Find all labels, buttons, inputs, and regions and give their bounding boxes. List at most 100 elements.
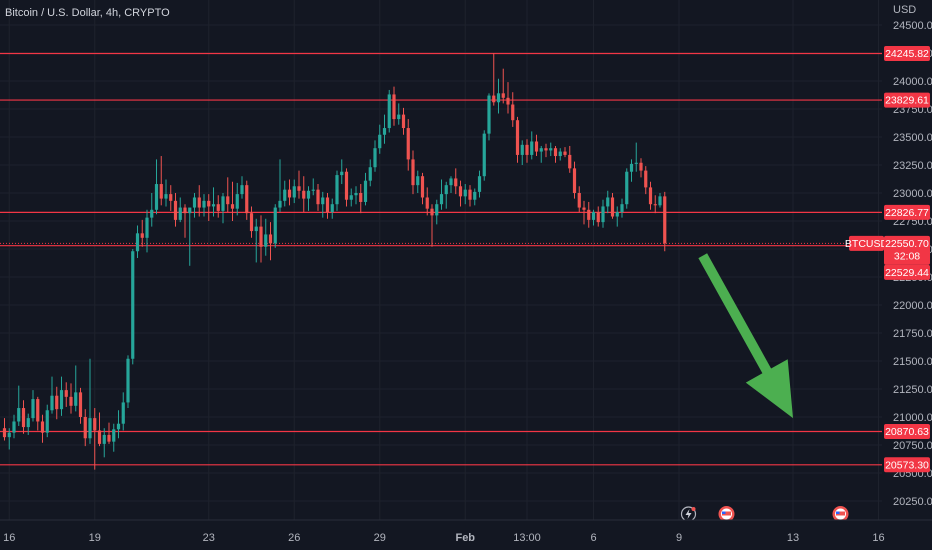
lightning-event-icon[interactable] [680,506,697,522]
candle-body [653,204,657,206]
candle [145,209,149,253]
candle-body [164,194,168,199]
candle-body [216,204,220,211]
candle-body [354,193,358,196]
candle-body [325,197,330,213]
candle [226,177,230,213]
candle-body [458,186,463,197]
candle-body [530,141,534,155]
arrow-shape[interactable] [698,253,793,419]
candle [568,145,572,173]
candle [335,170,339,211]
candle-body [496,93,501,103]
candle [601,199,605,228]
candle-body [202,200,206,208]
candle-body [21,408,26,428]
svg-text:22826.77: 22826.77 [885,207,929,219]
candle [340,159,344,185]
candle [373,140,377,172]
candle-body [416,176,420,186]
candle-body [620,204,624,213]
svg-text:20573.30: 20573.30 [885,459,929,471]
candle [468,185,472,207]
candle [520,140,524,165]
candle [634,142,638,172]
candle [264,218,268,256]
candle-body [259,226,263,247]
candle-body [606,197,610,207]
candle [169,185,173,211]
candle [116,410,121,439]
candle-body [207,200,211,207]
candle [653,195,657,214]
candle-body [235,194,239,209]
candle-body [12,421,16,433]
candle [458,180,463,207]
candle-body [468,189,472,200]
time-axis[interactable] [0,520,932,550]
candle [387,89,391,133]
candle [83,409,87,447]
svg-text:22529.44: 22529.44 [885,267,929,279]
candle-body [411,159,415,186]
candle-body [159,184,163,199]
candle-body [663,196,667,244]
candle [254,218,258,263]
candle [126,355,130,409]
candle-body [487,95,491,134]
svg-text:22550.70: 22550.70 [885,238,929,250]
level-price-tag: 20573.30 [884,457,930,473]
candle-body [169,194,173,201]
candle-body [359,193,363,202]
candle-body [425,197,429,209]
candle [188,207,192,266]
down-arrow-annotation[interactable] [698,253,793,419]
candle [230,181,235,221]
candle-body [292,186,296,198]
level-price-tag: 22826.77 [884,204,930,220]
candle-body [112,429,116,442]
level-price-tag: 20870.63 [884,423,930,439]
price-tick-label: 23000.00 [893,188,932,200]
candle-body [197,197,201,208]
time-tick-label: 23 [203,532,215,544]
candle [102,428,106,458]
candle [648,181,653,210]
candle [416,170,420,193]
time-tick-label: 19 [89,532,101,544]
candle-body [534,141,539,152]
candle-body [482,133,486,177]
symbol-legend[interactable]: Bitcoin / U.S. Dollar, 4h, CRYPTO [5,7,170,19]
event-markers[interactable] [680,506,849,522]
candle [563,147,567,158]
candle [316,184,320,211]
candle-body [648,187,653,205]
flag-event-icon[interactable] [832,506,849,522]
candle [202,194,206,217]
candle [534,134,539,157]
price-tick-label: 21250.00 [893,384,932,396]
candle-body [634,162,638,164]
candle-body [306,190,311,199]
candle-body [544,148,548,151]
candle [639,158,643,178]
candle-body [264,234,268,247]
candle [121,392,125,431]
candle [88,358,92,444]
candle-body [74,392,78,406]
candle [553,145,558,163]
svg-text:24245.82: 24245.82 [885,48,929,60]
candle-body [558,151,562,157]
candle [482,130,486,181]
candle [359,184,363,214]
flag-event-icon[interactable] [718,506,735,522]
svg-text:20870.63: 20870.63 [885,426,929,438]
candle-body [45,410,49,433]
candle-body [625,171,629,205]
candle-body [397,114,401,120]
candle [473,188,477,206]
candle-body [287,189,292,198]
candle-body [501,93,505,98]
